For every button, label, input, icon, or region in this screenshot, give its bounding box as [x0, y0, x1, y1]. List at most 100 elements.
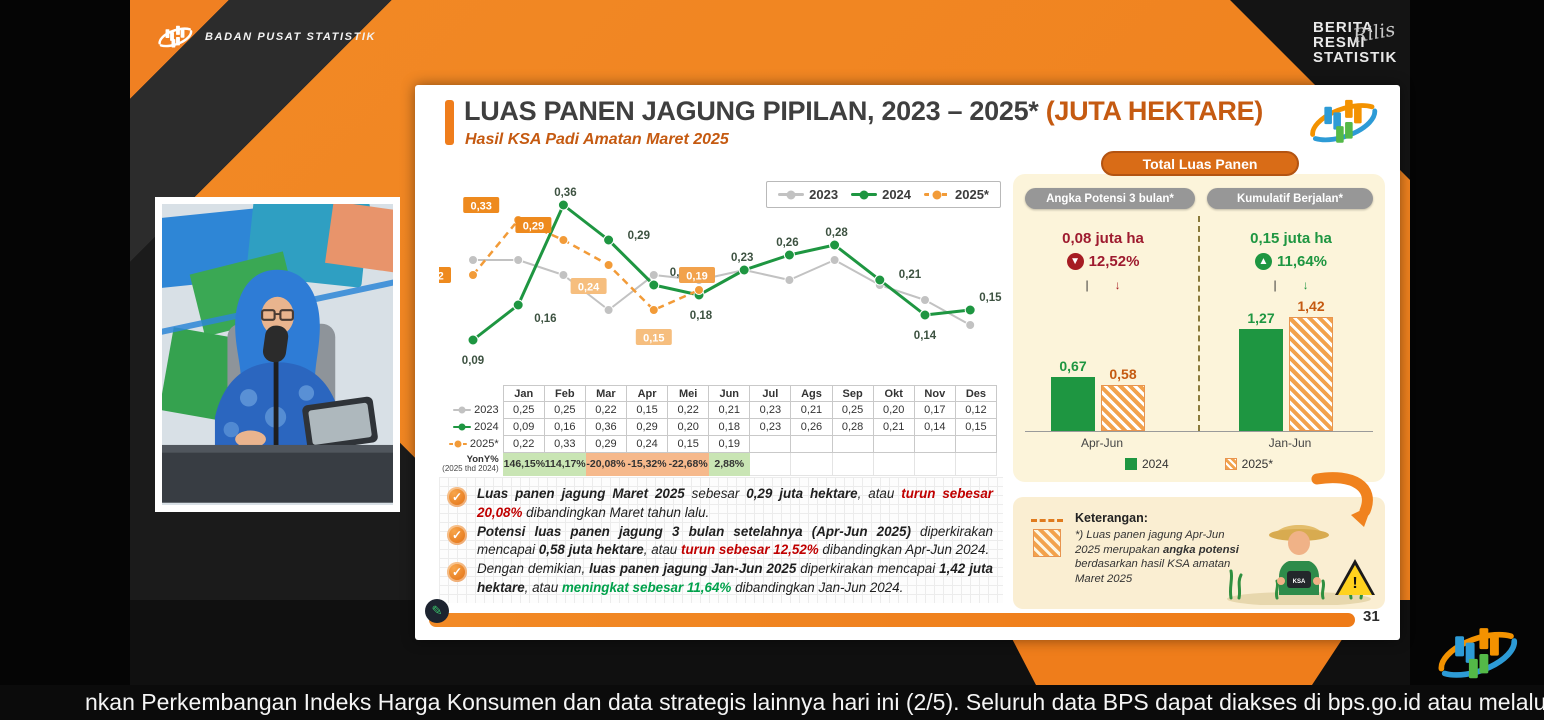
dashed-line-icon	[1031, 519, 1063, 522]
svg-text:0,19: 0,19	[686, 271, 707, 283]
bar-xlabel-janjun: Jan-Jun	[1268, 436, 1312, 450]
2024-marker-icon	[453, 426, 472, 428]
svg-text:KSA: KSA	[1293, 579, 1306, 585]
keterangan-panel: Keterangan: *) Luas panen jagung Apr-Jun…	[1013, 497, 1385, 609]
bar-xlabel-aprjun: Apr-Jun	[1080, 436, 1124, 450]
potensi-connectors: | ↓	[1085, 278, 1121, 292]
berita-resmi-badge: BERITA RESMI STATISTIK Rilis	[1313, 18, 1398, 66]
svg-text:0,22: 0,22	[439, 271, 444, 283]
page-subtitle: Hasil KSA Padi Amatan Maret 2025	[465, 131, 729, 148]
bar-legend-2024: 2024	[1124, 457, 1169, 471]
line-chart: 0,090,160,360,290,200,180,230,260,280,21…	[415, 165, 1005, 383]
table-row: 2023 0,25 0,25 0,22 0,15 0,22 0,21 0,23 0,21 0,25…	[441, 401, 998, 419]
bar-legend-2025: 2025*	[1224, 457, 1273, 471]
panel-header-pill: Total Luas Panen	[1101, 151, 1299, 176]
legend-item-2024: 2024	[851, 187, 911, 202]
kumulatif-value: 0,15 juta ha	[1250, 230, 1332, 247]
2023-marker-icon	[453, 409, 472, 411]
up-arrow-icon: ▲	[1254, 253, 1272, 270]
farmer-illustration: KSA	[1227, 525, 1371, 605]
curved-arrow-icon	[1311, 472, 1373, 527]
footer-orange-bar	[429, 613, 1355, 627]
key-finding-1: ✓ Luas panen jagung Maret 2025 sebesar 0,…	[447, 485, 993, 523]
badge-line: RESMI	[1313, 34, 1366, 51]
news-ticker: nkan Perkembangan Indeks Harga Konsumen …	[0, 685, 1544, 720]
bps-logo-watermark	[1428, 620, 1526, 688]
bps-brand: BADAN PUSAT STATISTIK	[154, 22, 376, 52]
bps-logo-icon	[154, 22, 196, 52]
presenter-video	[155, 197, 400, 512]
bar-aprjun-2024: 0,67	[1051, 358, 1095, 431]
yoy-row: YonY% (2025 thd 2024) 146,15% 114,17% -20,08…	[441, 452, 998, 476]
page-title: LUAS PANEN JAGUNG PIPILAN, 2023 – 2025* …	[464, 96, 1263, 127]
legend-item-2023: 2023	[778, 187, 838, 202]
pencil-icon: ✎	[425, 599, 449, 623]
page-number: 31	[1363, 608, 1380, 625]
svg-text:0,21: 0,21	[899, 269, 922, 281]
svg-text:0,14: 0,14	[914, 330, 937, 342]
potensi-value: 0,08 juta ha	[1062, 230, 1144, 247]
key-finding-3: ✓ Dengan demikian, luas panen jagung Jan-…	[447, 560, 993, 598]
svg-text:0,15: 0,15	[643, 333, 664, 345]
bar-janjun-2024: 1,27	[1239, 310, 1283, 431]
legend-item-2025: 2025*	[924, 187, 989, 202]
svg-text:0,24: 0,24	[578, 282, 600, 294]
check-icon: ✓	[447, 487, 467, 507]
chart-legend: 2023 2024 2025*	[766, 181, 1001, 208]
solid-swatch-icon	[1124, 458, 1137, 470]
potensi-change: ▼ 12,52%	[1023, 253, 1183, 270]
kumulatif-berjalan-pill: Kumulatif Berjalan*	[1207, 188, 1373, 209]
slide: LUAS PANEN JAGUNG PIPILAN, 2023 – 2025* …	[415, 85, 1400, 640]
panel-body: Angka Potensi 3 bulan* Kumulatif Berjala…	[1013, 174, 1385, 482]
svg-text:0,15: 0,15	[979, 292, 1002, 304]
bar-legend: 2024 2025*	[1013, 457, 1385, 471]
badge-script-overlay: Rilis	[1351, 18, 1397, 48]
keterangan-title: Keterangan:	[1075, 511, 1148, 525]
presenter-illustration	[162, 269, 393, 503]
presenter-video-frame	[162, 204, 393, 505]
badge-line: BERITA	[1313, 19, 1374, 36]
svg-text:0,16: 0,16	[534, 313, 556, 325]
svg-text:0,29: 0,29	[628, 230, 650, 242]
svg-text:0,26: 0,26	[776, 237, 798, 249]
series-2023-marker-icon	[778, 193, 805, 196]
bar-aprjun-2025: 0,58	[1101, 366, 1145, 431]
bar-janjun-2025: 1,42	[1289, 298, 1333, 431]
svg-text:0,28: 0,28	[825, 227, 848, 239]
title-accent: (JUTA HEKTARE)	[1045, 96, 1264, 126]
hatched-swatch-icon	[1224, 458, 1237, 470]
series-2024-marker-icon	[851, 193, 878, 196]
badge-line: STATISTIK	[1313, 49, 1398, 66]
title-accent-bar	[445, 100, 454, 145]
brand-name: BADAN PUSAT STATISTIK	[205, 31, 377, 43]
svg-text:0,29: 0,29	[523, 221, 544, 233]
total-luas-panen-panel: Total Luas Panen Angka Potensi 3 bulan* …	[1013, 145, 1388, 635]
bar-baseline	[1025, 431, 1373, 432]
hatched-legend-icon	[1033, 529, 1061, 557]
monthly-data-table: Jan Feb Mar Apr Mei Jun Jul Ags Sep Okt Nov Des 2023…	[441, 385, 998, 476]
check-icon: ✓	[447, 524, 467, 545]
kumulatif-connectors: | ↓	[1273, 278, 1309, 292]
potensi-metric: 0,08 juta ha ▼ 12,52% | ↓	[1023, 230, 1183, 292]
svg-text:0,36: 0,36	[554, 187, 576, 199]
table-row: 2024 0,09 0,16 0,36 0,29 0,20 0,18 0,23 0,26 0,28…	[441, 418, 998, 436]
check-icon: ✓	[447, 562, 467, 583]
series-2025-marker-icon	[924, 193, 951, 196]
angka-potensi-pill: Angka Potensi 3 bulan*	[1025, 188, 1195, 209]
svg-text:0,23: 0,23	[731, 252, 753, 264]
key-findings: ✓ Luas panen jagung Maret 2025 sebesar 0,…	[439, 477, 1003, 603]
keterangan-note: *) Luas panen jagung Apr-Jun 2025 merupa…	[1075, 529, 1239, 586]
svg-text:0,09: 0,09	[462, 355, 484, 367]
table-header-row: Jan Feb Mar Apr Mei Jun Jul Ags Sep Okt Nov Des	[441, 385, 998, 402]
kumulatif-metric: 0,15 juta ha ▲ 11,64% | ↓	[1211, 230, 1371, 292]
key-finding-2: ✓ Potensi luas panen jagung 3 bulan setel…	[447, 523, 993, 561]
dashed-divider	[1198, 216, 1200, 431]
table-row: 2025* 0,22 0,33 0,29 0,24 0,15 0,19	[441, 435, 998, 453]
title-main: LUAS PANEN JAGUNG PIPILAN, 2023 – 2025*	[464, 96, 1046, 126]
kumulatif-change: ▲ 11,64%	[1211, 253, 1371, 270]
svg-text:0,18: 0,18	[690, 310, 713, 322]
2025*-marker-icon	[448, 443, 467, 445]
ticker-text: nkan Perkembangan Indeks Harga Konsumen …	[85, 689, 1544, 715]
down-arrow-icon: ▼	[1066, 253, 1084, 270]
svg-text:0,33: 0,33	[470, 201, 491, 213]
